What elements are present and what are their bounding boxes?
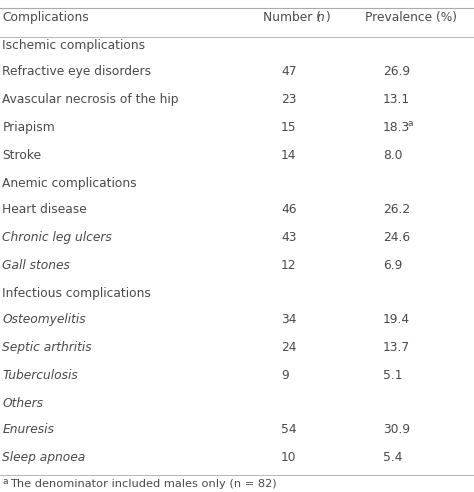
Text: 30.9: 30.9 [383,423,410,436]
Text: Ischemic complications: Ischemic complications [2,39,146,52]
Text: 26.9: 26.9 [383,65,410,78]
Text: Infectious complications: Infectious complications [2,287,151,300]
Text: 19.4: 19.4 [383,313,410,326]
Text: Avascular necrosis of the hip: Avascular necrosis of the hip [2,93,179,106]
Text: 18.3: 18.3 [383,121,410,134]
Text: 23: 23 [281,93,297,106]
Text: ): ) [325,11,330,24]
Text: 46: 46 [281,203,297,216]
Text: Priapism: Priapism [2,121,55,134]
Text: 26.2: 26.2 [383,203,410,216]
Text: 24: 24 [281,341,297,354]
Text: Complications: Complications [2,11,89,24]
Text: n: n [316,11,324,24]
Text: 5.4: 5.4 [383,451,402,464]
Text: 12: 12 [281,259,297,272]
Text: Prevalence (%): Prevalence (%) [365,11,457,24]
Text: Enuresis: Enuresis [2,423,54,436]
Text: 24.6: 24.6 [383,231,410,244]
Text: Heart disease: Heart disease [2,203,87,216]
Text: a: a [2,477,8,486]
Text: Number (: Number ( [263,11,321,24]
Text: 8.0: 8.0 [383,149,402,162]
Text: 14: 14 [281,149,297,162]
Text: 5.1: 5.1 [383,369,402,382]
Text: 13.1: 13.1 [383,93,410,106]
Text: Others: Others [2,397,43,410]
Text: 13.7: 13.7 [383,341,410,354]
Text: Anemic complications: Anemic complications [2,177,137,190]
Text: Gall stones: Gall stones [2,259,70,272]
Text: 6.9: 6.9 [383,259,402,272]
Text: a: a [408,119,413,128]
Text: 9: 9 [281,369,289,382]
Text: Osteomyelitis: Osteomyelitis [2,313,86,326]
Text: 34: 34 [281,313,297,326]
Text: Tuberculosis: Tuberculosis [2,369,78,382]
Text: Refractive eye disorders: Refractive eye disorders [2,65,152,78]
Text: 10: 10 [281,451,297,464]
Text: Septic arthritis: Septic arthritis [2,341,92,354]
Text: The denominator included males only (n = 82): The denominator included males only (n =… [10,479,277,489]
Text: 43: 43 [281,231,297,244]
Text: 47: 47 [281,65,297,78]
Text: Chronic leg ulcers: Chronic leg ulcers [2,231,112,244]
Text: 54: 54 [281,423,297,436]
Text: Sleep apnoea: Sleep apnoea [2,451,86,464]
Text: Stroke: Stroke [2,149,42,162]
Text: 15: 15 [281,121,297,134]
